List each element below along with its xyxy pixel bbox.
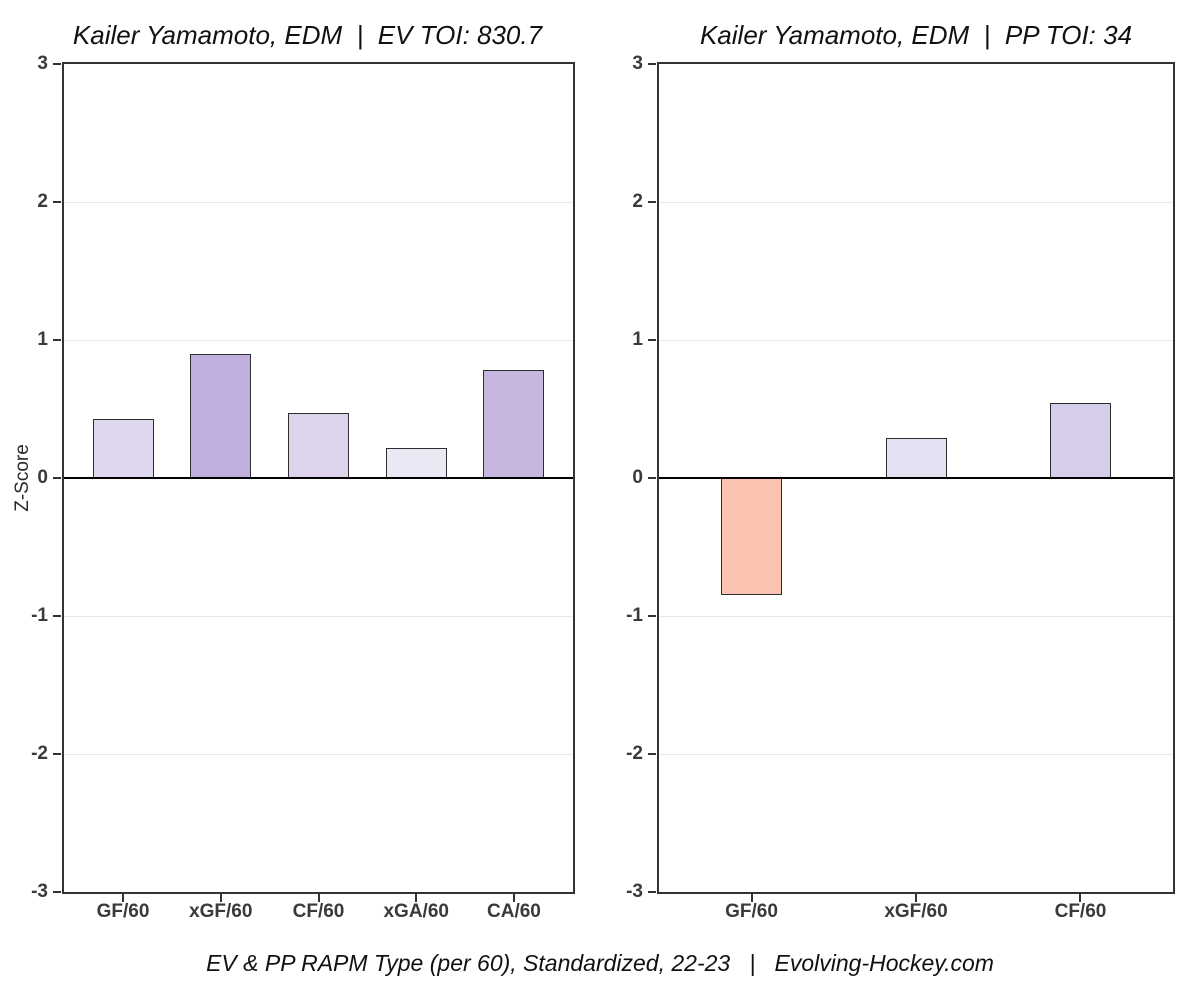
y-tick-mark <box>648 753 656 755</box>
x-tick-label: xGF/60 <box>189 901 253 922</box>
gridline <box>64 615 573 617</box>
x-tick-mark <box>1079 894 1082 902</box>
x-tick-label: xGF/60 <box>884 901 948 922</box>
gridline <box>659 201 1173 203</box>
zero-line <box>659 477 1173 479</box>
y-tick-mark <box>53 615 61 617</box>
y-tick-mark <box>648 201 656 203</box>
y-tick-label: 0 <box>37 467 48 488</box>
y-tick-label: 2 <box>37 191 48 212</box>
gridline <box>64 201 573 203</box>
y-tick-label: 1 <box>37 329 48 350</box>
bar-GF/60 <box>721 478 783 596</box>
y-tick-mark <box>53 753 61 755</box>
ev-chart-panel <box>62 62 575 894</box>
gridline <box>659 339 1173 341</box>
y-tick-label: -1 <box>31 605 48 626</box>
x-tick-label: GF/60 <box>725 901 778 922</box>
bar-xGF/60 <box>885 437 947 478</box>
x-tick-mark <box>915 894 917 902</box>
x-tick-label: CF/60 <box>292 901 345 922</box>
y-tick-label: 1 <box>632 329 643 350</box>
x-tick-label: CF/60 <box>1054 901 1107 922</box>
zero-line <box>64 477 573 479</box>
y-tick-mark <box>648 891 656 893</box>
bar-xGF/60 <box>190 353 252 478</box>
y-tick-mark <box>648 477 656 479</box>
pp-chart-title: Kailer Yamamoto, EDM | PP TOI: 34 <box>699 20 1133 50</box>
y-tick-mark <box>53 891 61 893</box>
bar-CF/60 <box>288 413 349 478</box>
y-tick-mark <box>648 615 656 617</box>
y-tick-label: 3 <box>632 53 643 74</box>
y-tick-mark <box>53 201 61 203</box>
gridline <box>659 615 1173 617</box>
x-tick-mark <box>750 894 753 902</box>
x-tick-label: GF/60 <box>96 901 150 922</box>
bar-CF/60 <box>1049 403 1111 478</box>
bar-CA/60 <box>483 370 545 478</box>
x-tick-mark <box>512 894 515 902</box>
x-tick-label: xGA/60 <box>383 901 449 922</box>
x-tick-mark <box>415 894 418 902</box>
figure-caption: EV & PP RAPM Type (per 60), Standardized… <box>206 950 994 976</box>
x-tick-mark <box>317 894 320 902</box>
gridline <box>659 753 1173 755</box>
y-tick-label: -3 <box>31 881 48 902</box>
x-tick-mark <box>219 894 222 902</box>
y-tick-mark <box>53 339 61 341</box>
gridline <box>64 339 573 341</box>
y-tick-mark <box>648 339 656 341</box>
y-tick-mark <box>53 477 61 479</box>
y-tick-label: 2 <box>632 191 643 212</box>
y-tick-label: -3 <box>626 881 643 902</box>
y-tick-label: 0 <box>632 467 643 488</box>
y-tick-label: -2 <box>31 743 48 764</box>
y-tick-label: 3 <box>37 53 48 74</box>
x-tick-mark <box>122 894 125 902</box>
ev-chart-title: Kailer Yamamoto, EDM | EV TOI: 830.7 <box>72 20 543 50</box>
pp-chart-panel <box>657 62 1175 894</box>
y-tick-mark <box>648 63 656 65</box>
y-tick-label: -1 <box>626 605 643 626</box>
gridline <box>64 753 573 755</box>
bar-xGA/60 <box>385 447 447 478</box>
y-tick-mark <box>53 63 61 65</box>
x-tick-label: CA/60 <box>487 901 541 922</box>
bar-GF/60 <box>92 418 154 478</box>
y-tick-label: -2 <box>626 743 643 764</box>
